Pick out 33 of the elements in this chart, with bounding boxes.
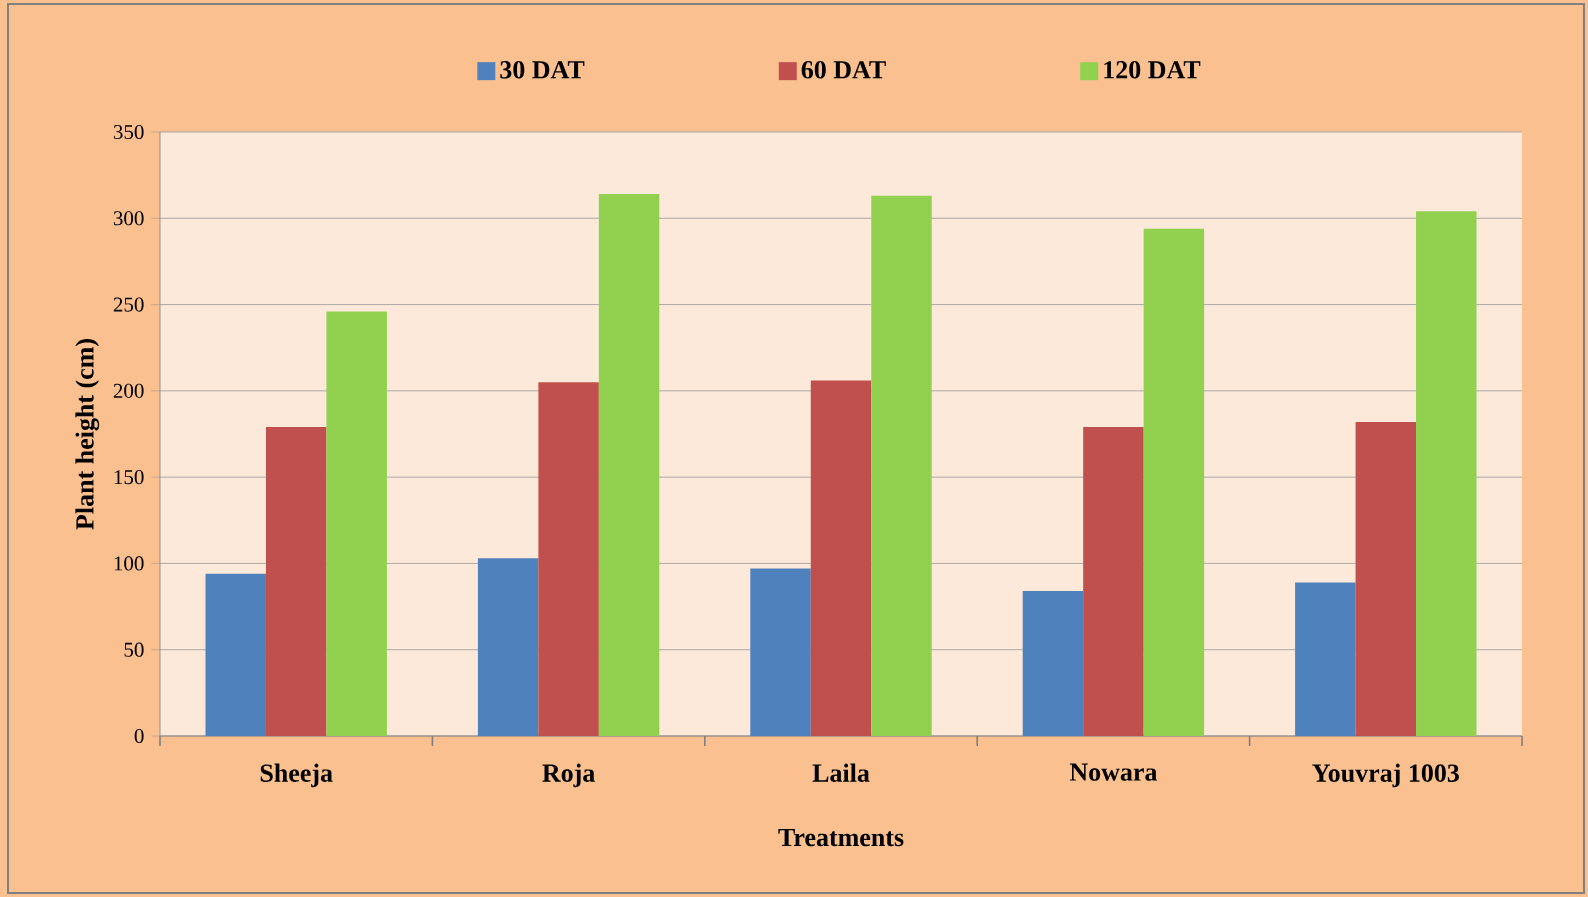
bar: [477, 558, 539, 736]
bar: [326, 311, 387, 736]
bar: [750, 568, 811, 736]
bar: [810, 380, 872, 736]
x-axis-title: Treatments: [778, 828, 904, 847]
y-tick-label: 200: [113, 383, 144, 398]
y-tick-label: 300: [113, 211, 144, 226]
y-tick-label: 250: [113, 297, 144, 312]
bar: [538, 382, 599, 736]
x-tick-label: Nowara: [1069, 763, 1158, 781]
bar: [1143, 228, 1205, 736]
bar: [205, 573, 266, 736]
bar: [598, 194, 660, 736]
y-axis-title: Plant height (cm): [75, 339, 100, 530]
y-tick-label: 50: [124, 642, 144, 657]
bar: [1416, 211, 1477, 736]
bar: [1022, 591, 1084, 736]
bar: [1295, 582, 1356, 736]
x-tick-label: Youvraj 1003: [1312, 763, 1459, 788]
legend-label: 120 DAT: [1104, 61, 1201, 79]
x-tick-label: Sheeja: [260, 763, 333, 788]
y-tick-label: 100: [114, 556, 144, 571]
y-tick-label: 0: [134, 728, 144, 744]
bar: [1355, 421, 1417, 736]
y-tick-label: 150: [114, 470, 144, 485]
bar: [871, 195, 932, 736]
x-tick-label: Roja: [542, 763, 595, 788]
bar: [265, 427, 327, 736]
y-tick-label: 350: [113, 124, 144, 140]
legend-label: 30 DAT: [500, 61, 585, 79]
x-tick-label: Laila: [812, 763, 870, 782]
legend-label: 60 DAT: [801, 61, 886, 79]
bar: [1083, 427, 1144, 736]
